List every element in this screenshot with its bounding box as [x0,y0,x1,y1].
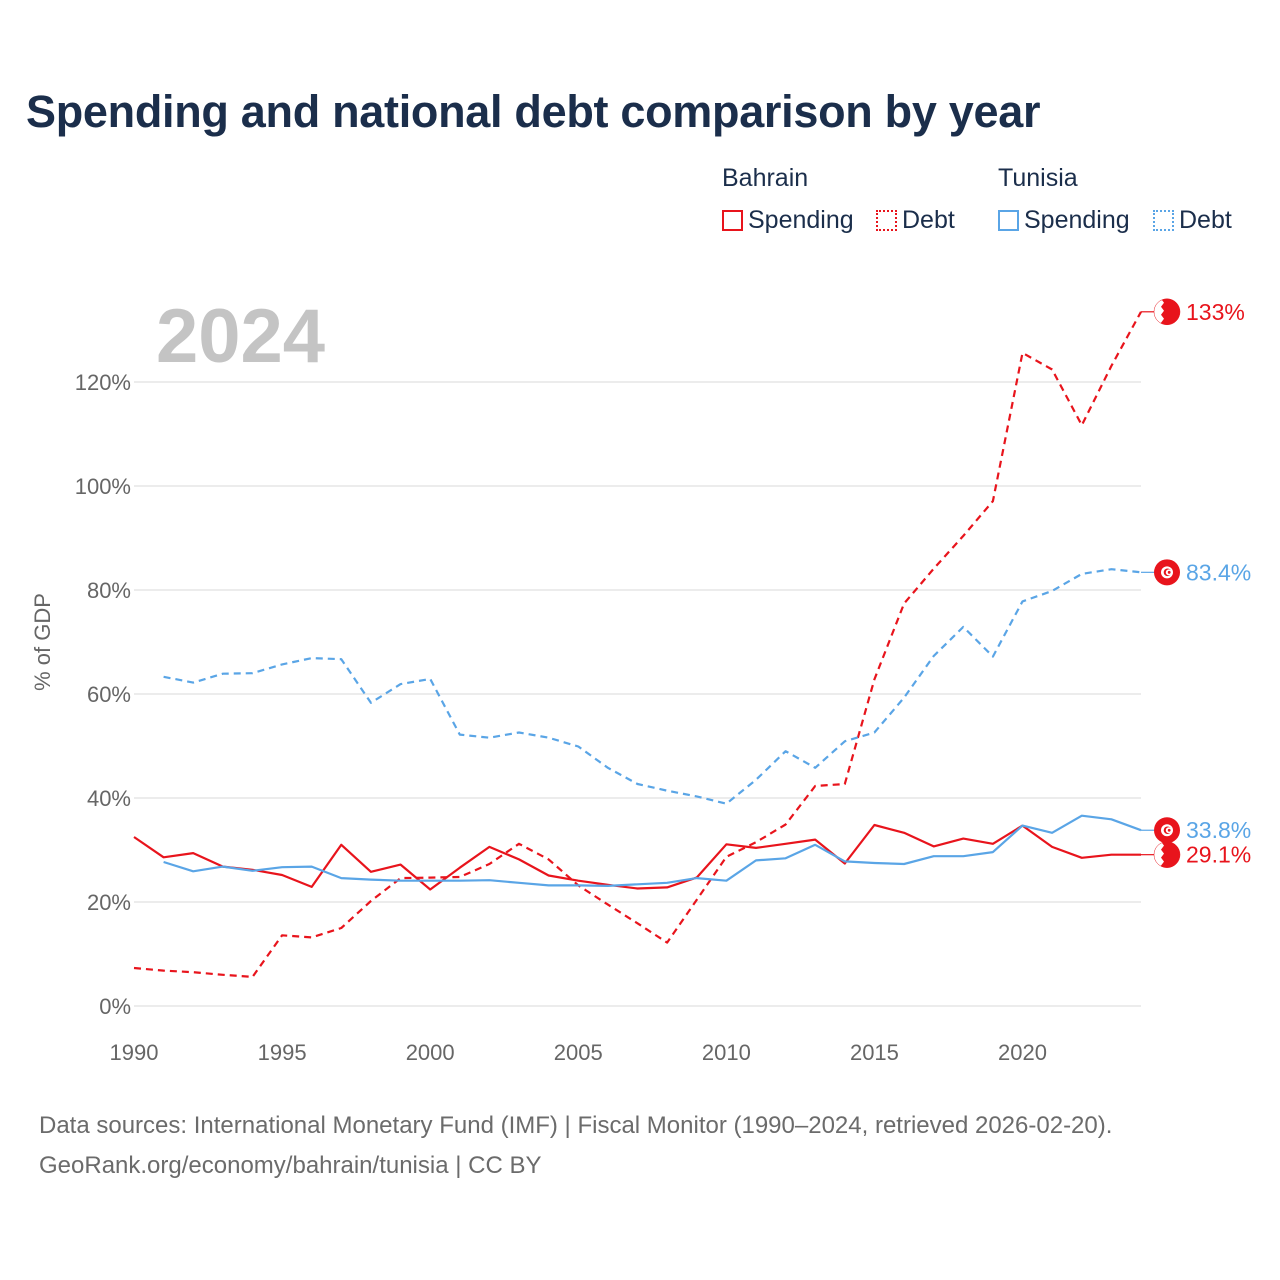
series-line-tunisia-debt [163,568,1142,805]
x-tick-label-2020: 2020 [998,1040,1047,1065]
legend-tunisia: Tunisia Spending Debt [998,164,1258,244]
end-value-label: 83.4% [1186,559,1251,585]
source-line-1: Data sources: International Monetary Fun… [39,1112,1113,1139]
y-tick-label-80: 80% [87,578,131,603]
x-tick-label-2015: 2015 [850,1040,899,1065]
legend-item-tunisia-debt[interactable]: Debt [1153,206,1232,235]
legend-label: Spending [1024,206,1130,234]
flag-serration [1154,841,1164,868]
flag-star [1167,570,1171,574]
y-tick-label-100: 100% [75,474,131,499]
x-ticks: 1990 1995 2000 2005 2010 2015 2020 [110,1040,1047,1065]
y-axis-label: % of GDP [30,593,55,691]
series-lines [133,311,1142,978]
x-tick-label-2010: 2010 [702,1040,751,1065]
end-marker-bahrain-debt: 133% [1141,298,1245,326]
legend-swatch-dotted-blue [1153,210,1174,231]
series-line-bahrain-spending [133,823,1141,891]
legend-label: Debt [902,206,955,234]
y-tick-label-40: 40% [87,786,131,811]
source-line-2: GeoRank.org/economy/bahrain/tunisia | CC… [39,1152,542,1179]
series-line-tunisia-spending [163,814,1142,887]
year-label: 2024 [156,294,325,379]
x-tick-label-1995: 1995 [258,1040,307,1065]
legend-label: Debt [1179,206,1232,234]
legend-swatch-solid-red [722,210,743,231]
y-tick-label-120: 120% [75,370,131,395]
flag-outline [1153,298,1181,326]
y-tick-label-20: 20% [87,890,131,915]
legend-item-bahrain-spending[interactable]: Spending [722,206,854,235]
legend-country-bahrain: Bahrain [722,164,809,192]
legend-item-tunisia-spending[interactable]: Spending [998,206,1130,235]
source-note: Data sources: International Monetary Fun… [39,1106,1112,1186]
end-value-label: 33.8% [1186,817,1251,843]
end-value-label: 133% [1186,299,1245,325]
x-tick-label-2000: 2000 [406,1040,455,1065]
legend-label: Spending [748,206,854,234]
end-marker-tunisia-debt: 83.4% [1141,559,1251,586]
y-ticks: 0% 20% 40% 60% 80% 100% 120% [75,370,131,1019]
y-tick-label-60: 60% [87,682,131,707]
legend-swatch-dotted-red [876,210,897,231]
legend-bahrain: Bahrain Spending Debt [722,164,982,244]
gridlines [134,381,1141,1007]
end-markers: 29.1% 133% 33.8% 83.4% [1141,298,1251,868]
y-tick-label-0: 0% [99,994,131,1019]
x-tick-label-2005: 2005 [554,1040,603,1065]
x-tick-label-1990: 1990 [110,1040,159,1065]
end-value-label: 29.1% [1186,842,1251,868]
legend-country-tunisia: Tunisia [998,164,1078,192]
chart-title: Spending and national debt comparison by… [26,86,1041,137]
chart-area: 2024 % of GDP 0% 20% 40% 60% 80% 100% 120% 199… [30,294,1251,1065]
flag-star [1167,828,1171,832]
flag-serration [1154,298,1164,325]
end-marker-tunisia-spending: 33.8% [1141,817,1251,844]
end-marker-bahrain-spending: 29.1% [1141,841,1251,868]
legend-swatch-solid-blue [998,210,1019,231]
series-line-bahrain-debt [133,311,1142,978]
legend-item-bahrain-debt[interactable]: Debt [876,206,955,235]
